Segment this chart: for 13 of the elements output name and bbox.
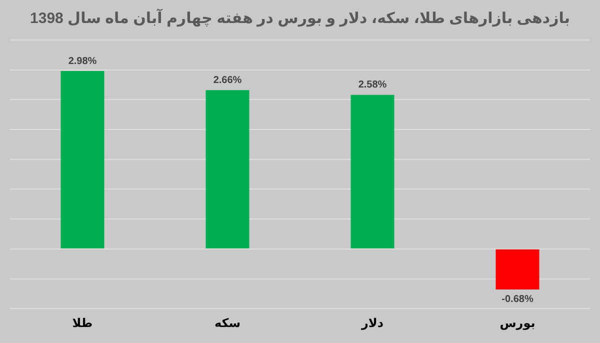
data-label: 2.66% [213, 74, 242, 86]
data-label: -0.68% [502, 294, 534, 306]
bar [496, 249, 540, 290]
x-tick-label: بورس [500, 316, 536, 330]
x-tick-label: سکه [214, 316, 241, 330]
bar [350, 94, 394, 248]
x-tick-label: طلا [72, 316, 93, 330]
chart-title: بازدهی بازارهای طلا، سکه، دلار و بورس در هفته چهارم آبان ماه سال 1398 [30, 8, 570, 28]
bar [60, 71, 104, 248]
data-label: 2.98% [68, 56, 97, 67]
data-label: 2.58% [358, 80, 387, 91]
x-tick-label: دلار [360, 316, 384, 330]
bar [206, 90, 250, 248]
